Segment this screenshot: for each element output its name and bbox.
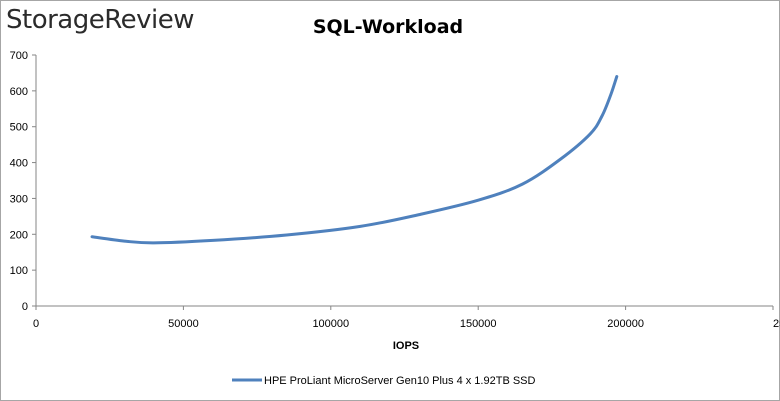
y-tick-label: 400: [10, 158, 28, 170]
x-tick-label: 150000: [460, 318, 497, 330]
y-tick-label: 700: [10, 50, 28, 62]
storagereview-logo: StorageReview: [6, 5, 194, 35]
x-tick-label: 100000: [312, 318, 349, 330]
x-axis-label: IOPS: [393, 340, 419, 352]
y-tick-label: 200: [10, 229, 28, 241]
y-tick-label: 100: [10, 265, 28, 277]
x-tick-label: 250000: [773, 318, 780, 330]
y-tick-label: 500: [10, 122, 28, 134]
x-tick-label: 50000: [168, 318, 199, 330]
series-line-hpe-proliant: [90, 75, 619, 245]
x-tick-label: 200000: [607, 318, 644, 330]
x-tick-label: 0: [33, 318, 39, 330]
chart-title: SQL-Workload: [313, 16, 463, 38]
y-tick-label: 600: [10, 86, 28, 98]
y-tick-label: 0: [22, 301, 28, 313]
legend: HPE ProLiant MicroServer Gen10 Plus 4 x …: [232, 375, 536, 387]
y-tick-label: 300: [10, 193, 28, 205]
y-axis-ticks: 0 100 200 300 400 500 600 700: [10, 50, 36, 313]
legend-label: HPE ProLiant MicroServer Gen10 Plus 4 x …: [264, 375, 536, 387]
x-axis-ticks: 0 50000 100000 150000 200000 250000: [33, 306, 780, 330]
